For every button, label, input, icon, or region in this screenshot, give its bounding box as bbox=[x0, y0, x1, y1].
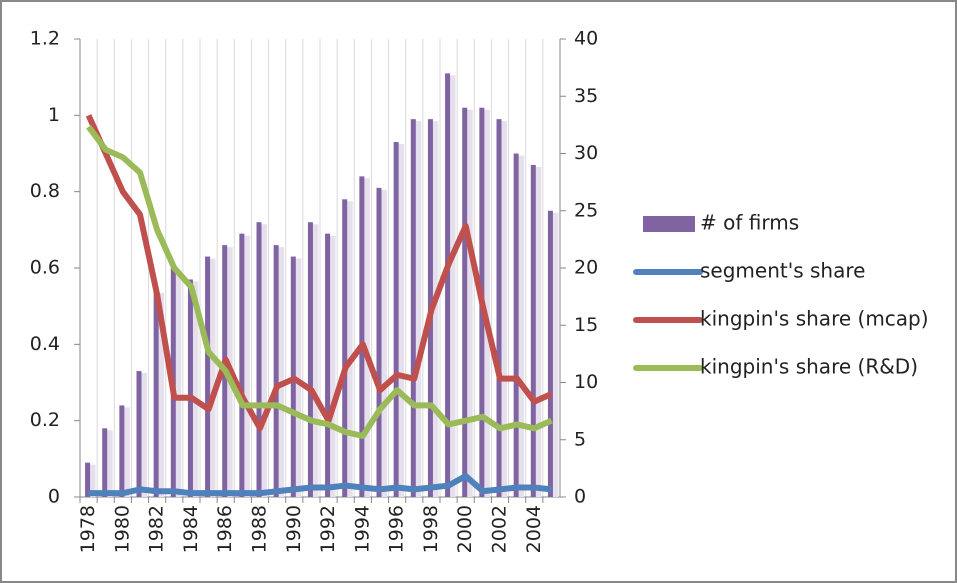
bar bbox=[205, 256, 211, 497]
bar bbox=[325, 233, 331, 497]
bar-shadow bbox=[361, 178, 370, 497]
y-tick-label: 1 bbox=[48, 104, 60, 126]
bar-shadow bbox=[516, 155, 525, 497]
bar bbox=[445, 73, 451, 497]
bar bbox=[496, 119, 502, 498]
bar-shadow bbox=[413, 121, 422, 498]
x-tick-label: 1978 bbox=[77, 505, 99, 553]
bar bbox=[376, 187, 382, 497]
y2-tick-label: 40 bbox=[574, 28, 598, 50]
bar-shadow bbox=[464, 109, 473, 497]
bar bbox=[136, 371, 142, 497]
y-tick-label: 0.6 bbox=[30, 257, 60, 279]
legend-label: kingpin's share (R&D) bbox=[700, 355, 918, 379]
bar-shadow bbox=[259, 224, 267, 497]
bar-shadow bbox=[481, 109, 490, 497]
y2-tick-label: 10 bbox=[574, 371, 598, 393]
bar bbox=[342, 199, 348, 498]
x-tick-label: 2000 bbox=[454, 505, 476, 553]
bar bbox=[530, 164, 536, 497]
y2-tick-label: 25 bbox=[574, 199, 598, 221]
x-tick-label: 1982 bbox=[146, 505, 168, 553]
bar bbox=[410, 119, 416, 498]
bar-shadow bbox=[156, 292, 165, 497]
bar bbox=[239, 233, 245, 497]
bar-shadow bbox=[327, 235, 336, 497]
y-tick-label: 0.2 bbox=[30, 409, 60, 431]
bar bbox=[513, 153, 519, 497]
y-tick-label: 0 bbox=[48, 486, 60, 508]
bar-shadow bbox=[533, 166, 542, 497]
x-tick-label: 2004 bbox=[523, 505, 545, 553]
bar bbox=[307, 222, 313, 497]
bar bbox=[273, 245, 279, 497]
bar-shadow bbox=[344, 201, 353, 498]
x-tick-label: 1986 bbox=[214, 505, 236, 553]
bar-shadow bbox=[87, 464, 96, 497]
y2-tick-label: 5 bbox=[574, 428, 586, 450]
x-tick-label: 1988 bbox=[249, 505, 271, 553]
bar bbox=[547, 210, 553, 497]
y-tick-label: 0.4 bbox=[30, 333, 60, 355]
legend-label: # of firms bbox=[700, 211, 799, 235]
bar bbox=[102, 428, 108, 497]
line bbox=[86, 124, 553, 439]
x-tick-label: 1980 bbox=[111, 505, 133, 553]
x-tick-label: 2002 bbox=[489, 505, 511, 553]
y2-tick-label: 30 bbox=[574, 142, 598, 164]
y-tick-label: 0.8 bbox=[30, 180, 60, 202]
y2-tick-label: 15 bbox=[574, 314, 598, 336]
bar bbox=[119, 405, 125, 497]
bar bbox=[187, 279, 193, 497]
x-tick-label: 1990 bbox=[283, 505, 305, 553]
bar-shadow bbox=[379, 189, 387, 497]
bar-shadow bbox=[121, 407, 130, 497]
bar-shadow bbox=[396, 144, 405, 498]
bar bbox=[153, 290, 159, 497]
bar-shadow bbox=[499, 121, 507, 498]
bar-shadow bbox=[241, 235, 250, 497]
legend-label: segment's share bbox=[700, 259, 865, 283]
line bbox=[88, 473, 552, 497]
x-tick-label: 1998 bbox=[420, 505, 442, 553]
bar bbox=[359, 176, 365, 497]
y2-tick-label: 0 bbox=[574, 486, 586, 508]
bar-shadow bbox=[310, 224, 319, 497]
line bbox=[85, 114, 553, 432]
legend-swatch bbox=[643, 216, 695, 232]
y2-tick-label: 20 bbox=[574, 257, 598, 279]
legend-label: kingpin's share (mcap) bbox=[700, 307, 929, 331]
bar-shadow bbox=[190, 281, 199, 497]
bar bbox=[393, 142, 399, 498]
bar-shadow bbox=[276, 247, 285, 497]
y2-tick-label: 35 bbox=[574, 85, 598, 107]
x-tick-label: 1992 bbox=[317, 505, 339, 553]
x-tick-label: 1984 bbox=[180, 505, 202, 553]
bar bbox=[85, 462, 91, 497]
y-tick-label: 1.2 bbox=[30, 28, 60, 50]
bar-shadow bbox=[447, 75, 456, 497]
bar bbox=[462, 107, 468, 497]
bar-shadow bbox=[139, 373, 147, 497]
x-tick-label: 1996 bbox=[386, 505, 408, 553]
bar-shadow bbox=[550, 212, 559, 497]
bar bbox=[256, 222, 262, 497]
bar-shadow bbox=[207, 258, 216, 497]
bar-shadow bbox=[173, 270, 182, 497]
x-tick-label: 1994 bbox=[351, 505, 373, 553]
bar-shadow bbox=[104, 430, 113, 497]
